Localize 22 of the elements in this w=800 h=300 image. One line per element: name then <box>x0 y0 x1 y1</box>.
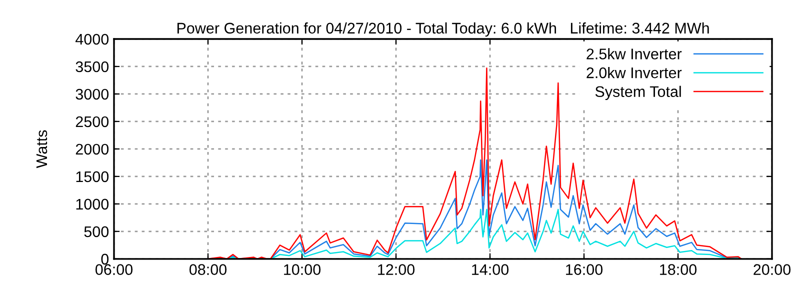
x-tick-label: 20:00 <box>754 264 791 275</box>
x-tick-label: 12:00 <box>378 264 415 275</box>
y-tick-label: 2000 <box>76 144 109 155</box>
y-tick-label: 0 <box>101 254 109 265</box>
x-tick-label: 18:00 <box>660 264 697 275</box>
y-tick-label: 1500 <box>76 171 109 182</box>
legend-label: System Total <box>595 86 681 100</box>
y-tick-label: 500 <box>84 226 109 238</box>
x-tick-label: 10:00 <box>284 264 321 275</box>
chart-title: Power Generation for 04/27/2010 - Total Today: 6.0 kWh Lifetime: 3.442 MWh <box>177 22 709 37</box>
legend-label: 2.0kw Inverter <box>586 66 682 78</box>
y-axis-title: Watts <box>36 130 48 168</box>
y-tick-label: 3500 <box>76 61 109 72</box>
x-tick-label: 14:00 <box>472 264 509 275</box>
legend-label: 2.5kw Inverter <box>586 48 682 60</box>
y-tick-label: 4000 <box>76 34 109 45</box>
x-tick-label: 08:00 <box>189 264 227 275</box>
x-tick-label: 16:00 <box>566 264 603 275</box>
x-tick-label: 06:00 <box>95 264 133 275</box>
y-tick-label: 3000 <box>76 88 109 100</box>
y-tick-label: 2500 <box>76 116 109 128</box>
y-tick-label: 1000 <box>76 198 109 210</box>
